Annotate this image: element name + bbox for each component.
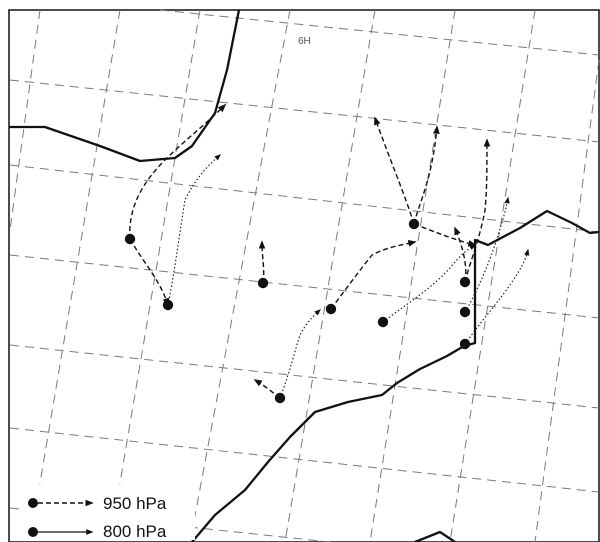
trajectories <box>129 103 530 399</box>
meridian <box>449 9 536 542</box>
trajectory-800hPa <box>464 248 530 345</box>
trajectory-source-point <box>257 277 269 289</box>
trajectory-800hPa <box>464 196 510 313</box>
trajectory-source-point <box>459 276 471 288</box>
meridian <box>284 9 376 542</box>
legend-item-800hPa: 800 hPa <box>28 522 167 541</box>
source-points <box>124 218 471 404</box>
trajectory-source-point <box>124 233 136 245</box>
grid-label: 6H <box>298 36 311 47</box>
trajectory-950hPa <box>413 223 477 247</box>
trajectory-source-point <box>162 299 174 311</box>
trajectory-950hPa <box>129 238 170 307</box>
legend-background <box>20 484 195 540</box>
trajectory-950hPa <box>454 226 467 283</box>
meridian <box>534 59 600 542</box>
trajectory-800hPa <box>279 309 321 399</box>
coastline-south <box>191 209 600 542</box>
meridian <box>9 9 41 231</box>
coastlines <box>9 9 600 542</box>
parallel <box>9 164 600 233</box>
trajectory-950hPa <box>258 240 266 284</box>
trajectory-800hPa <box>382 244 477 323</box>
trajectory-800hPa <box>167 154 221 306</box>
trajectory-source-point <box>459 338 471 350</box>
parallel <box>9 427 600 493</box>
trajectory-source-point <box>459 306 471 318</box>
legend-label-800hPa: 800 hPa <box>103 522 167 541</box>
meridian <box>189 9 291 542</box>
trajectory-source-point <box>408 218 420 230</box>
parallel <box>9 254 600 319</box>
trajectory-950hPa <box>129 103 227 240</box>
map-frame <box>8 9 600 542</box>
trajectory-950hPa <box>413 125 440 225</box>
trajectory-950hPa <box>374 116 415 225</box>
dot-dashed-arrow-icon <box>28 498 38 508</box>
trajectory-950hPa <box>330 240 417 310</box>
legend: 950 hPa 800 hPa <box>20 484 195 541</box>
dot-solid-arrow-icon <box>28 527 38 537</box>
parallel <box>9 344 600 409</box>
legend-item-950hPa: 950 hPa <box>28 494 167 513</box>
trajectory-source-point <box>274 392 286 404</box>
meridian <box>109 9 201 542</box>
trajectory-source-point <box>377 316 389 328</box>
graticule <box>9 9 600 542</box>
parallel <box>159 9 600 56</box>
trajectory-source-point <box>325 303 337 315</box>
coastline-northwest <box>9 9 241 163</box>
coastline-bottom-right <box>414 530 456 542</box>
parallel <box>9 79 600 143</box>
legend-label-950hPa: 950 hPa <box>103 494 167 513</box>
trajectory-950hPa <box>464 138 491 283</box>
